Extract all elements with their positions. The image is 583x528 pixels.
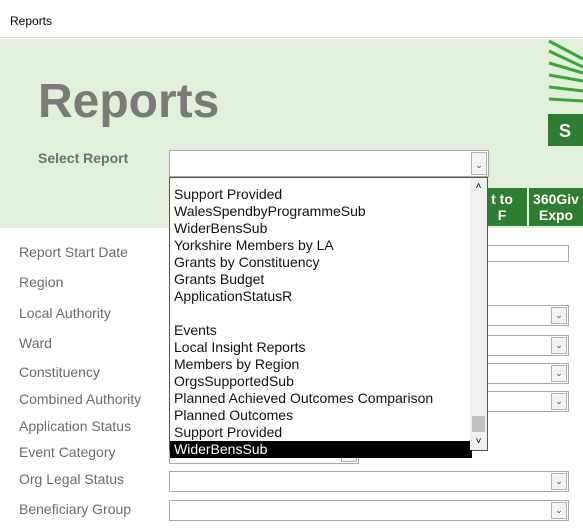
scroll-thumb[interactable]: [472, 416, 485, 432]
combo-arrow[interactable]: ⌄: [551, 307, 567, 324]
scroll-up[interactable]: ˄: [475, 181, 482, 192]
combo-arrow[interactable]: ⌄: [551, 365, 567, 382]
report-combo[interactable]: ⌄: [169, 150, 489, 177]
field-label: Region: [19, 274, 64, 290]
button-text: t to: [491, 191, 513, 207]
dropdown-item[interactable]: WiderBensSub: [174, 220, 268, 236]
dropdown-item[interactable]: Planned Achieved Outcomes Comparison: [174, 390, 434, 406]
dropdown-item[interactable]: Yorkshire Members by LA: [174, 237, 334, 253]
button-text: F: [497, 207, 507, 223]
dropdown-item[interactable]: ApplicationStatusR: [174, 288, 293, 304]
page-title: Reports: [38, 75, 220, 128]
combo-arrow[interactable]: ⌄: [551, 473, 567, 490]
field-label: Beneficiary Group: [19, 501, 132, 517]
dropdown-item[interactable]: Events: [174, 322, 217, 338]
field-label: Org Legal Status: [19, 471, 125, 487]
dropdown-list: Support Provided WalesSpendbyProgrammeSub…: [169, 177, 488, 458]
dropdown-item[interactable]: Planned Outcomes: [174, 407, 294, 423]
field-label: Ward: [19, 335, 52, 351]
field-label: Report Start Date: [19, 244, 128, 260]
field-label: Local Authority: [19, 305, 111, 321]
dropdown-item[interactable]: Support Provided: [174, 186, 283, 202]
scroll-down[interactable]: ˅: [475, 436, 482, 447]
field-label: Combined Authority: [19, 391, 142, 407]
window-title: Reports: [0, 0, 583, 38]
select-label: Select Report: [38, 150, 129, 166]
field-label: Event Category: [19, 444, 116, 460]
button-text: Expo: [538, 207, 574, 223]
field-input[interactable]: ⌄: [169, 471, 569, 492]
logo: S: [548, 39, 583, 146]
dropdown-item[interactable]: Grants by Constituency: [174, 254, 320, 270]
field-input[interactable]: ⌄: [169, 500, 569, 521]
combo-arrow[interactable]: ⌄: [551, 502, 567, 519]
combo-arrow[interactable]: ⌄: [551, 337, 567, 354]
dropdown-item[interactable]: OrgsSupportedSub: [174, 373, 294, 389]
dropdown-item[interactable]: Support Provided: [174, 424, 283, 440]
field-label: Constituency: [19, 364, 100, 380]
combo-arrow[interactable]: ⌄: [551, 393, 567, 410]
dropdown-item[interactable]: WiderBensSub: [170, 441, 472, 458]
dropdown-item[interactable]: Local Insight Reports: [174, 339, 306, 355]
combo-arrow[interactable]: ⌄: [471, 152, 487, 175]
button-text: 360Giv: [533, 191, 579, 207]
dropdown-item[interactable]: Grants Budget: [174, 271, 265, 287]
dropdown-item[interactable]: WalesSpendbyProgrammeSub: [174, 203, 366, 219]
scrollbar[interactable]: ˄ ˅: [470, 178, 487, 450]
report-button[interactable]: 360Giv Expo: [527, 188, 583, 226]
field-label: Application Status: [19, 418, 132, 434]
logo-letter: S: [559, 121, 571, 141]
dropdown-item[interactable]: Members by Region: [174, 356, 300, 372]
